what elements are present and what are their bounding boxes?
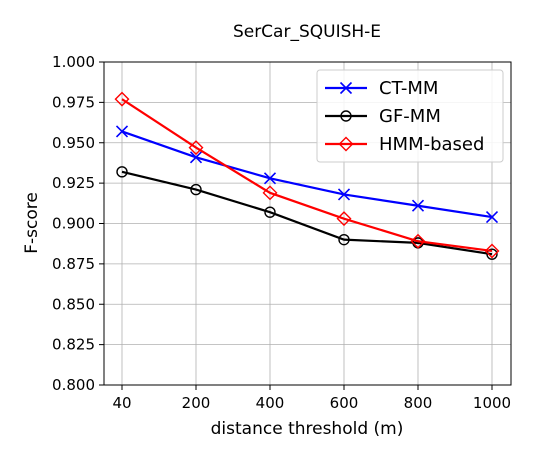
legend-box [316, 69, 504, 163]
y-tick-label: 1.000 [52, 53, 95, 71]
legend-marker [338, 136, 354, 152]
legend-marker [339, 81, 353, 95]
x-tick-label: 400 [256, 394, 285, 412]
data-point [264, 206, 276, 218]
marker-stroke [115, 125, 129, 138]
data-point [114, 91, 130, 107]
legend-entry: CT-MM [325, 78, 438, 99]
x-tick-label: 40 [112, 394, 131, 412]
marker-stroke [263, 172, 277, 185]
series-ct-mm [115, 125, 499, 224]
series-line [121, 170, 493, 256]
data-point [486, 248, 498, 260]
data-point [189, 151, 203, 164]
data-point [190, 183, 202, 196]
series-layer [114, 91, 500, 260]
y-axis-label: F-score [22, 192, 42, 254]
legend: CT-MM GF-MM HMM-based [316, 69, 504, 163]
y-tick-label: 0.925 [52, 174, 95, 192]
y-tick-label: 0.950 [52, 134, 95, 152]
y-tick-label: 0.975 [52, 93, 95, 111]
data-point [411, 199, 425, 212]
x-tick-label: 200 [182, 394, 211, 412]
legend-label: CT-MM [379, 78, 438, 99]
x-tick-label: 1000 [473, 394, 511, 412]
data-point [262, 185, 278, 201]
data-point [116, 166, 128, 178]
legend-entry: GF-MM [325, 106, 441, 127]
series-hmm-based [114, 91, 500, 259]
y-tick-label: 0.800 [52, 376, 95, 394]
data-point [338, 233, 350, 246]
chart-title: SerCar_SQUISH-E [233, 22, 381, 42]
marker-stroke [339, 81, 353, 95]
x-axis: 40 200 400 600 800 1000 [112, 385, 511, 412]
data-point [484, 243, 500, 259]
y-tick-label: 0.825 [52, 336, 95, 354]
series-line [121, 130, 493, 219]
data-point [485, 210, 499, 224]
data-point [188, 140, 204, 156]
marker-stroke [189, 151, 203, 164]
y-axis: 0.800 0.825 0.850 0.875 0.900 0.925 0.950 0.975… [52, 53, 104, 394]
data-point [115, 125, 129, 138]
marker-stroke [485, 210, 499, 224]
data-point [337, 188, 351, 201]
y-tick-label: 0.850 [52, 295, 95, 313]
x-axis-label: distance threshold (m) [211, 419, 404, 439]
marker-stroke [411, 199, 425, 212]
legend-label: GF-MM [379, 106, 441, 127]
series-line [121, 98, 493, 253]
series-gf-mm [116, 166, 498, 260]
data-point [263, 172, 277, 185]
data-point [336, 211, 352, 227]
marker-stroke [337, 188, 351, 201]
y-tick-label: 0.900 [52, 215, 95, 233]
y-tick-label: 0.875 [52, 255, 95, 273]
legend-marker [340, 110, 352, 122]
legend-entry: HMM-based [325, 134, 484, 155]
x-tick-label: 600 [330, 394, 359, 412]
data-point [410, 233, 426, 249]
x-tick-label: 800 [404, 394, 433, 412]
legend-label: HMM-based [379, 134, 484, 155]
